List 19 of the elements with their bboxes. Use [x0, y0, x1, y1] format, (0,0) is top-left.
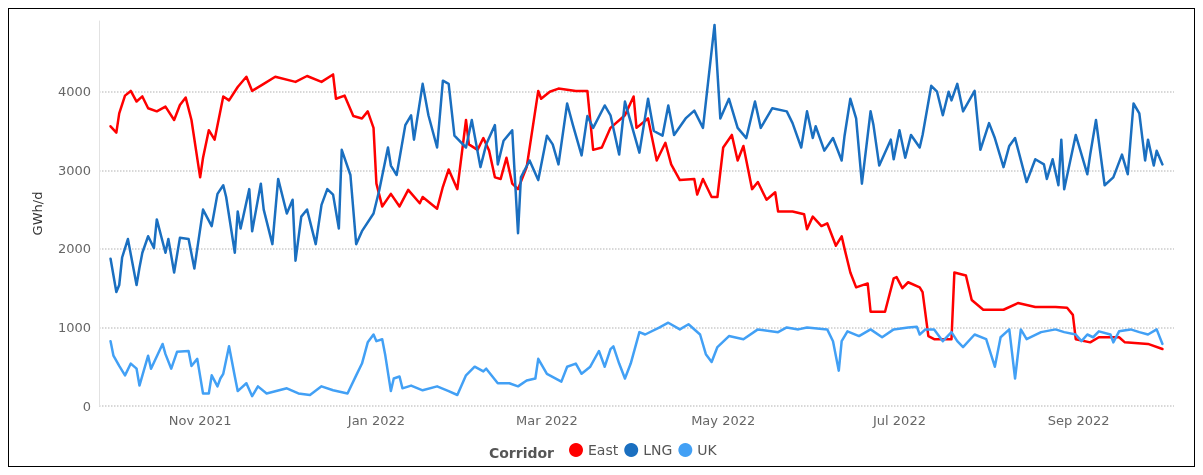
legend-label: East — [588, 442, 619, 458]
x-tick-label: May 2022 — [691, 413, 756, 428]
y-tick-label: 0 — [82, 398, 91, 414]
x-tick-label: Mar 2022 — [516, 413, 578, 428]
x-tick-label: Jul 2022 — [872, 413, 926, 428]
y-tick-label: 2000 — [57, 241, 91, 257]
x-tick-label: Nov 2021 — [168, 413, 232, 428]
x-tick-label: Jan 2022 — [346, 413, 406, 428]
legend-label: LNG — [643, 442, 673, 458]
line-series — [109, 321, 1164, 398]
y-axis-title: GWh/d — [30, 191, 45, 236]
line-series — [109, 23, 1164, 294]
legend-title: Corridor — [488, 445, 555, 461]
y-tick-label: 3000 — [57, 162, 91, 178]
legend-label: UK — [697, 442, 718, 458]
y-tick-label: 4000 — [57, 84, 91, 100]
y-tick-label: 1000 — [57, 319, 91, 335]
x-tick-label: Sep 2022 — [1047, 413, 1110, 428]
line-series — [109, 73, 1164, 351]
